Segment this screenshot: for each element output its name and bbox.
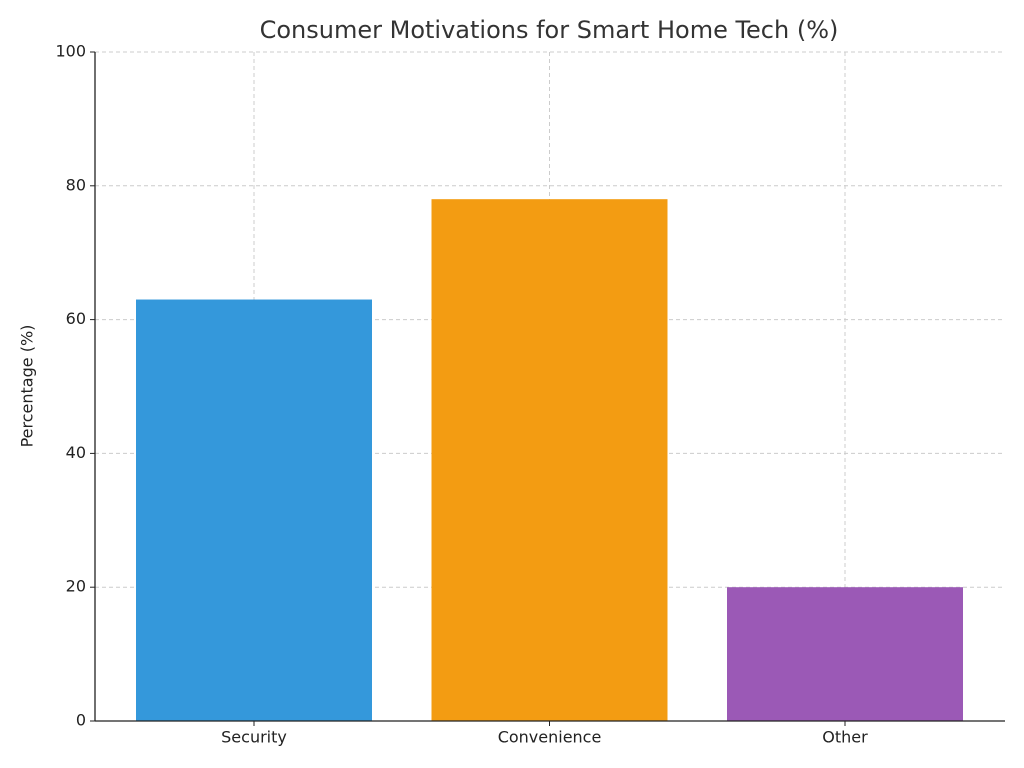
y-tick-label: 80 — [66, 175, 86, 194]
bar — [727, 587, 963, 721]
y-tick-label: 100 — [55, 42, 86, 61]
y-tick-label: 0 — [76, 711, 86, 730]
y-tick-label: 40 — [66, 443, 86, 462]
x-tick-label: Other — [822, 728, 868, 747]
bar — [136, 299, 372, 721]
y-axis-label: Percentage (%) — [18, 325, 37, 448]
bar — [431, 199, 668, 721]
y-tick-label: 60 — [66, 309, 86, 328]
x-tick-label: Convenience — [498, 728, 602, 747]
x-tick-label: Security — [221, 728, 287, 747]
chart-title: Consumer Motivations for Smart Home Tech… — [260, 16, 839, 44]
y-tick-label: 20 — [66, 577, 86, 596]
